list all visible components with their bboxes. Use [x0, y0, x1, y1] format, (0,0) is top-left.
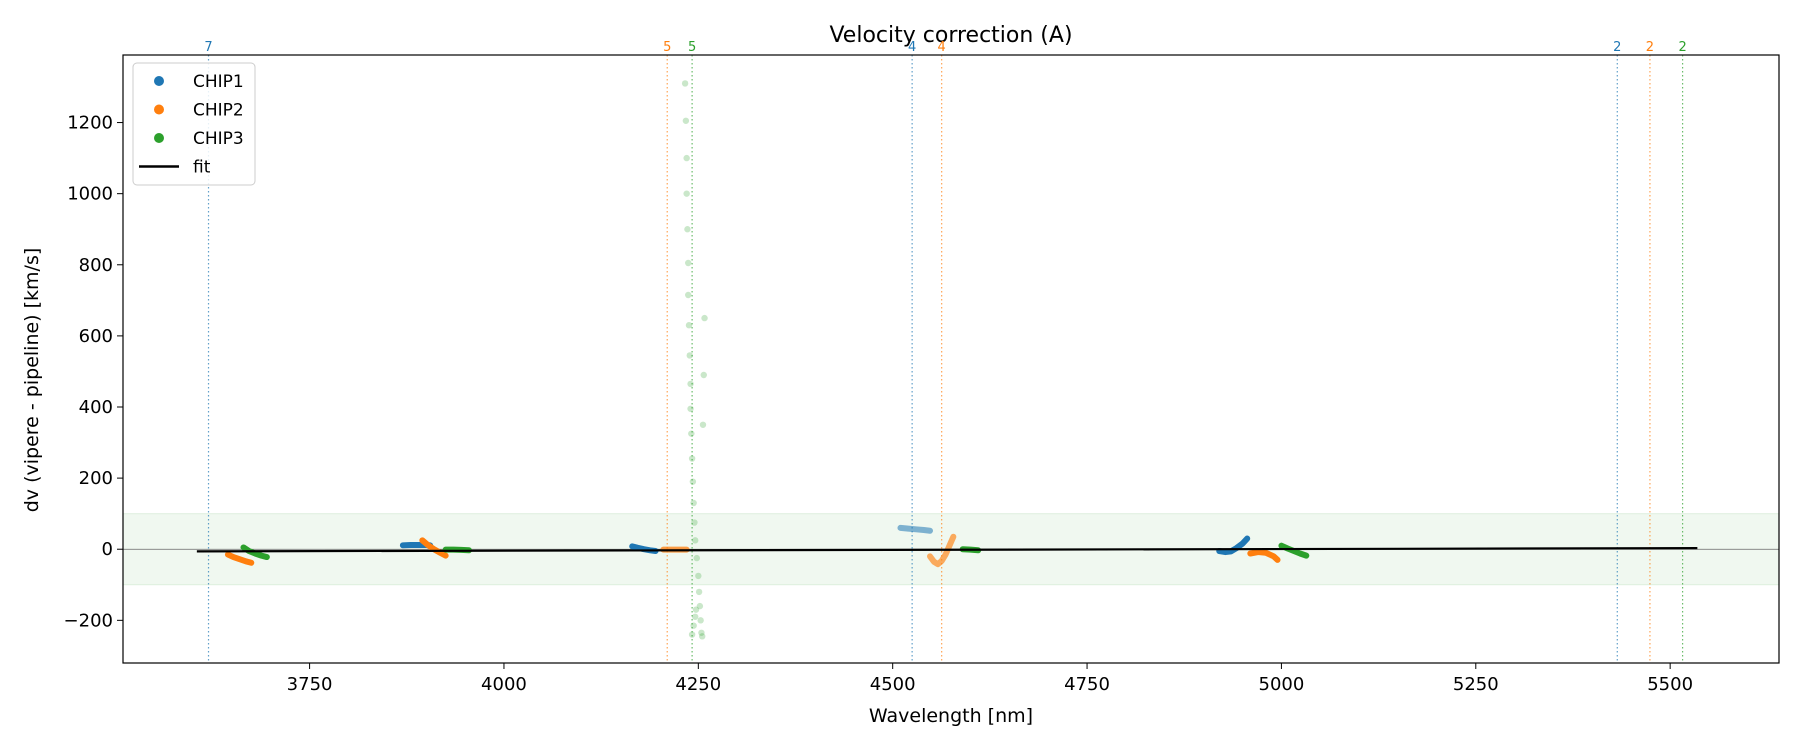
legend-label-chip1: CHIP1: [193, 72, 244, 92]
y-tick-label: 600: [79, 326, 113, 347]
data-point: [695, 572, 702, 580]
data-point: [695, 588, 703, 596]
data-segment: [240, 544, 270, 561]
data-point: [684, 226, 691, 233]
x-tick-label: 4000: [481, 674, 527, 695]
data-point: [686, 352, 693, 359]
order-marker-label: 2: [1646, 40, 1654, 55]
data-point: [700, 371, 707, 379]
x-tick-label: 3750: [287, 674, 333, 695]
data-point: [685, 259, 692, 267]
legend-marker-chip2: [154, 104, 164, 115]
order-marker-label: 4: [938, 40, 946, 55]
y-tick-label: −200: [64, 610, 113, 631]
x-tick-label: 5500: [1647, 674, 1693, 695]
data-point: [682, 117, 690, 124]
x-axis-label: Wavelength [nm]: [869, 705, 1033, 727]
y-axis-label: dv (vipere - pipeline) [km/s]: [21, 248, 43, 513]
data-point: [692, 537, 699, 544]
legend-label-chip2: CHIP2: [193, 101, 244, 121]
data-point: [681, 80, 689, 87]
x-tick-label: 4250: [675, 674, 721, 695]
data-point: [699, 633, 706, 640]
data-segment: [1247, 549, 1281, 563]
x-tick-label: 5250: [1453, 674, 1499, 695]
data-point: [687, 380, 694, 388]
data-point: [690, 622, 697, 629]
x-tick-label: 4750: [1064, 674, 1110, 695]
data-point: [688, 430, 695, 437]
data-point: [688, 455, 696, 462]
data-point: [699, 421, 707, 428]
order-marker-label: 5: [663, 40, 671, 55]
order-marker-label: 2: [1678, 40, 1686, 55]
plot-contents: [123, 55, 1779, 663]
data-point: [687, 405, 694, 412]
legend-marker-chip1: [154, 76, 164, 86]
order-marker-label: 5: [688, 40, 696, 55]
data-point: [685, 322, 693, 329]
data-point: [698, 629, 705, 636]
axes-frame: [122, 54, 1780, 664]
legend-label-chip3: CHIP3: [193, 129, 244, 149]
data-segment: [927, 533, 957, 568]
chart-title: Velocity correction (A): [829, 23, 1072, 48]
data-point: [689, 478, 697, 485]
x-tick-label: 4500: [870, 674, 916, 695]
series-fit: [196, 547, 1698, 553]
data-point: [688, 631, 696, 638]
order-marker-label: 7: [204, 40, 212, 55]
data-point: [697, 617, 704, 624]
data-segment: [1278, 542, 1310, 559]
data-segment: [897, 524, 934, 534]
data-point: [692, 606, 700, 613]
fit-line: [196, 547, 1698, 553]
data-segment: [419, 537, 449, 559]
order-marker-label: 4: [908, 40, 916, 55]
legend: CHIP1 CHIP2 CHIP3 fit: [132, 62, 256, 186]
y-tick-label: 0: [102, 539, 113, 560]
y-tick-label: 400: [79, 397, 113, 418]
y-tick-label: 1200: [67, 113, 113, 134]
data-point: [683, 190, 690, 197]
data-point: [685, 291, 692, 299]
order-marker-label: 2: [1613, 40, 1621, 55]
data-point: [691, 519, 698, 526]
data-point: [693, 554, 700, 562]
data-point: [683, 154, 690, 162]
legend-box: [132, 62, 256, 186]
data-point: [690, 499, 697, 507]
data-point: [696, 602, 704, 610]
legend-label-fit: fit: [193, 158, 211, 178]
y-tick-label: 1000: [67, 184, 113, 205]
x-tick-label: 5000: [1259, 674, 1305, 695]
data-point: [692, 613, 699, 620]
data-point: [701, 314, 708, 322]
y-tick-label: 800: [79, 255, 113, 276]
legend-marker-chip3: [154, 133, 164, 143]
data-segment: [224, 551, 255, 566]
y-tick-label: 200: [79, 468, 113, 489]
